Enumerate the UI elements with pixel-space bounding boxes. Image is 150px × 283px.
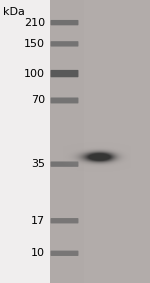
FancyBboxPatch shape xyxy=(51,20,78,25)
Bar xyxy=(50,0,150,283)
Text: 150: 150 xyxy=(24,39,45,49)
FancyBboxPatch shape xyxy=(51,251,78,256)
FancyBboxPatch shape xyxy=(51,41,78,46)
Text: kDa: kDa xyxy=(3,7,25,17)
Text: 10: 10 xyxy=(31,248,45,258)
Text: 17: 17 xyxy=(31,216,45,226)
FancyBboxPatch shape xyxy=(51,97,78,103)
FancyBboxPatch shape xyxy=(51,218,78,224)
Text: 100: 100 xyxy=(24,68,45,79)
Text: 35: 35 xyxy=(31,159,45,169)
Text: 210: 210 xyxy=(24,18,45,28)
Text: 70: 70 xyxy=(31,95,45,106)
Bar xyxy=(84,0,150,283)
FancyBboxPatch shape xyxy=(51,161,78,167)
FancyBboxPatch shape xyxy=(51,70,78,77)
